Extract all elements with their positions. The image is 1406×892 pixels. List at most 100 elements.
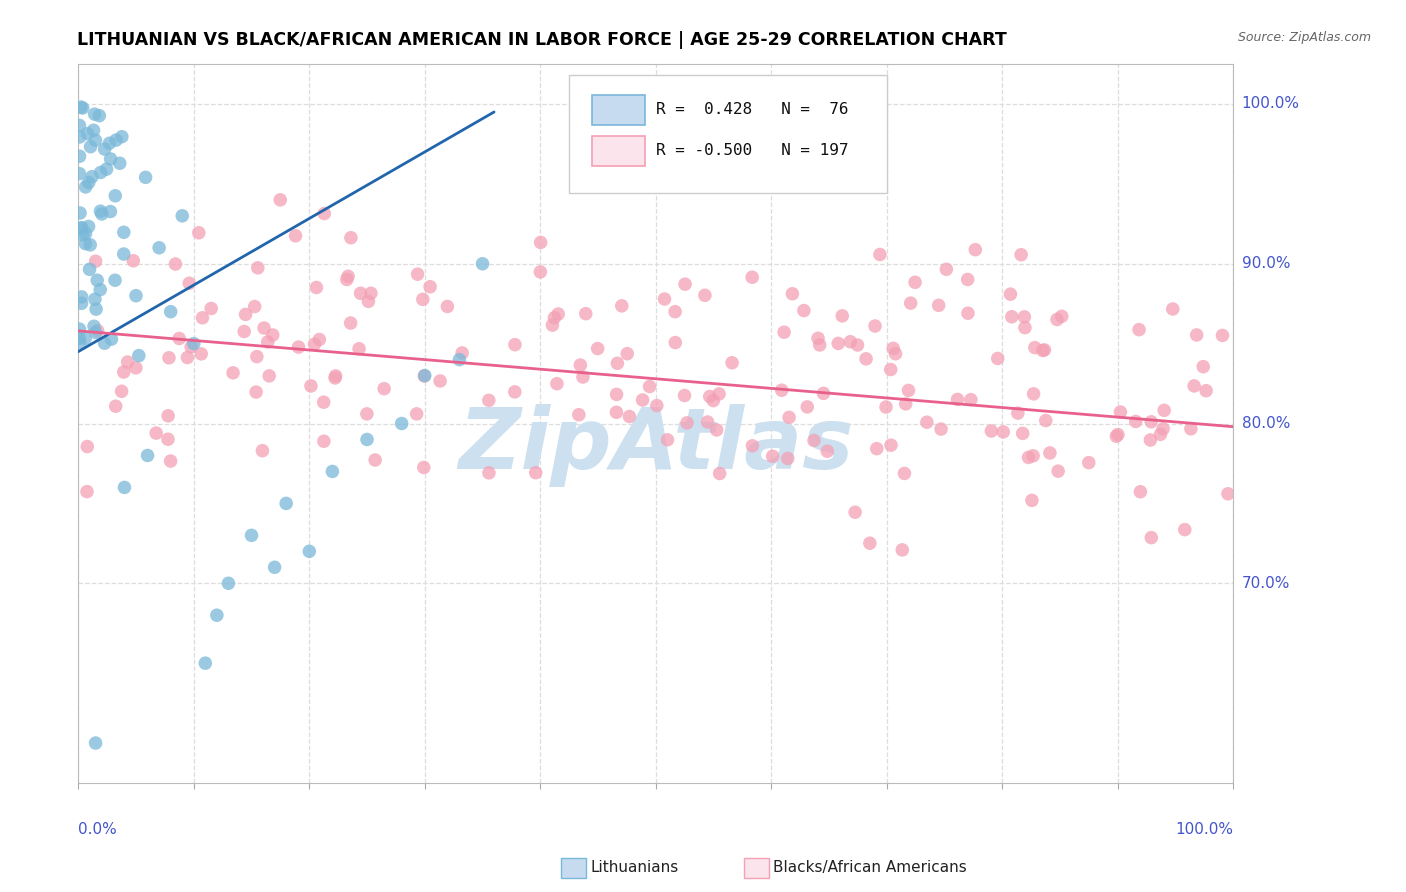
Point bbox=[839, 334, 862, 349]
Point bbox=[69, 335, 91, 350]
Point bbox=[1192, 359, 1215, 374]
Point bbox=[135, 170, 157, 185]
Point bbox=[619, 409, 641, 424]
Point bbox=[882, 342, 904, 356]
Point bbox=[308, 333, 330, 347]
Point bbox=[325, 368, 347, 383]
Point bbox=[157, 409, 180, 423]
Point bbox=[257, 368, 280, 383]
Point bbox=[1011, 426, 1033, 441]
Point bbox=[340, 231, 363, 245]
Point bbox=[1032, 343, 1054, 358]
Point bbox=[654, 292, 676, 306]
Point bbox=[312, 395, 335, 409]
Point bbox=[84, 302, 107, 317]
Point bbox=[156, 432, 179, 446]
Point bbox=[893, 467, 915, 481]
Point bbox=[190, 347, 212, 361]
Point bbox=[111, 129, 134, 144]
Point bbox=[128, 349, 150, 363]
Point bbox=[67, 119, 90, 133]
Point bbox=[956, 272, 979, 286]
Point bbox=[86, 324, 108, 338]
Point bbox=[167, 331, 190, 345]
Point bbox=[337, 269, 360, 284]
Point bbox=[702, 393, 724, 408]
Point bbox=[863, 318, 886, 333]
Point bbox=[1024, 341, 1046, 355]
Point bbox=[287, 340, 309, 354]
Point bbox=[200, 301, 222, 316]
Point bbox=[364, 453, 387, 467]
Point bbox=[67, 322, 90, 336]
Point bbox=[405, 407, 427, 421]
Point bbox=[429, 374, 451, 388]
Point bbox=[165, 257, 187, 271]
FancyBboxPatch shape bbox=[569, 75, 887, 194]
Point bbox=[831, 309, 853, 323]
Point bbox=[72, 101, 94, 115]
Text: Source: ZipAtlas.com: Source: ZipAtlas.com bbox=[1237, 31, 1371, 45]
Point bbox=[1010, 248, 1032, 262]
Point bbox=[915, 415, 938, 429]
Point bbox=[148, 241, 170, 255]
Point bbox=[125, 289, 148, 303]
Point bbox=[471, 257, 494, 271]
Point bbox=[657, 433, 679, 447]
Point bbox=[1035, 413, 1057, 427]
Point bbox=[233, 325, 256, 339]
Point bbox=[235, 307, 257, 321]
Point bbox=[93, 142, 115, 156]
Point bbox=[935, 262, 957, 277]
Text: Blacks/African Americans: Blacks/African Americans bbox=[773, 861, 967, 875]
Point bbox=[336, 272, 359, 286]
Point bbox=[75, 227, 97, 241]
Point bbox=[778, 410, 800, 425]
Point bbox=[246, 350, 269, 364]
Point bbox=[776, 451, 799, 466]
Text: 90.0%: 90.0% bbox=[1241, 256, 1291, 271]
Point bbox=[263, 560, 285, 574]
Point bbox=[965, 243, 987, 257]
Point bbox=[1211, 328, 1233, 343]
Point bbox=[808, 338, 831, 352]
Point bbox=[69, 149, 91, 163]
Point bbox=[1000, 287, 1022, 301]
Point bbox=[770, 383, 793, 397]
Point bbox=[546, 376, 568, 391]
Point bbox=[77, 176, 100, 190]
Point bbox=[79, 139, 101, 153]
Point bbox=[1039, 446, 1062, 460]
Point bbox=[1153, 403, 1175, 417]
Point bbox=[412, 460, 434, 475]
Point bbox=[100, 204, 122, 219]
Point bbox=[673, 388, 696, 402]
Point bbox=[339, 316, 361, 330]
Point bbox=[104, 273, 127, 287]
Point bbox=[1022, 449, 1045, 463]
Point bbox=[70, 290, 93, 304]
Point bbox=[194, 656, 217, 670]
Point bbox=[929, 422, 952, 436]
Point bbox=[1161, 301, 1184, 316]
Point bbox=[183, 336, 205, 351]
Point bbox=[412, 293, 434, 307]
Point bbox=[356, 407, 378, 421]
Point bbox=[176, 351, 198, 365]
FancyBboxPatch shape bbox=[592, 95, 645, 125]
Point bbox=[187, 226, 209, 240]
Point bbox=[827, 336, 849, 351]
Point bbox=[69, 130, 91, 145]
Point bbox=[84, 254, 107, 268]
Point bbox=[69, 206, 91, 220]
Text: 80.0%: 80.0% bbox=[1241, 416, 1289, 431]
Point bbox=[84, 292, 107, 306]
Point bbox=[904, 275, 927, 289]
Point bbox=[104, 399, 127, 413]
Point bbox=[664, 304, 686, 318]
Point bbox=[568, 408, 591, 422]
Point bbox=[349, 286, 371, 301]
Point bbox=[530, 235, 553, 250]
Point bbox=[1050, 310, 1073, 324]
Point bbox=[699, 390, 721, 404]
